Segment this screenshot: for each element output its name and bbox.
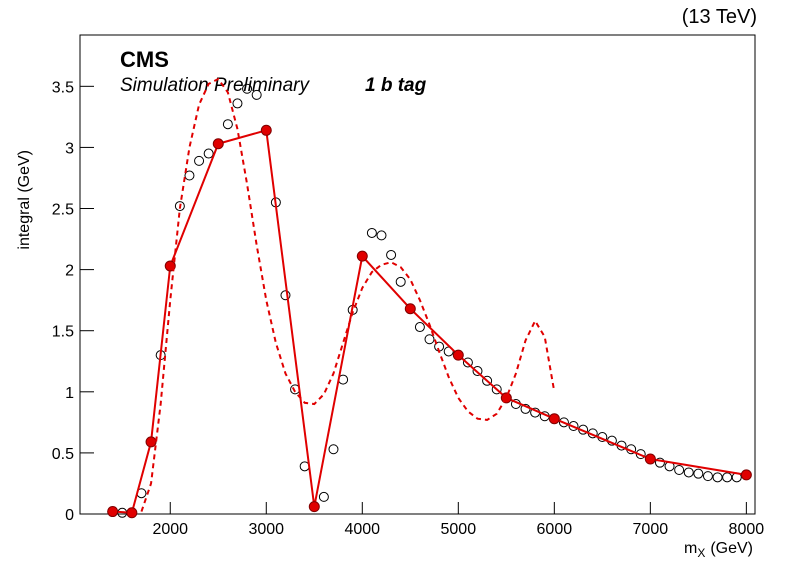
y-tick-label: 3 [65,140,74,157]
data-point [242,83,253,94]
data-point [194,155,205,166]
data-point [145,436,157,448]
data-point [462,357,473,368]
data-point [107,506,119,518]
x-label-sub: X [697,546,705,560]
x-tick-label: 4000 [344,521,380,538]
y-axis-label: integral (GeV) [16,150,33,250]
series-line [112,129,747,514]
data-point [558,417,569,428]
data-point [184,170,195,181]
data-point [702,471,713,482]
annotation: 1 b tag [365,75,427,96]
data-point [712,472,723,483]
data-point [674,465,685,476]
y-tick-label: 2 [65,263,74,280]
data-point [356,250,368,262]
data-point [386,249,397,260]
data-point [280,290,291,301]
y-tick-label: 0.5 [52,446,74,463]
data-point [404,303,416,315]
x-axis-label: mX (GeV) [684,540,753,560]
data-point [376,230,387,241]
data-point [693,468,704,479]
y-tick-label: 2.5 [52,202,74,219]
x-tick-label: 7000 [633,521,669,538]
data-point [174,201,185,212]
subtitle: Simulation Preliminary [120,75,311,96]
x-label-main: m [684,540,697,557]
data-point [452,349,464,361]
x-tick-label: 2000 [152,521,188,538]
data-point [395,276,406,287]
experiment-label: CMS [120,47,169,72]
data-point [232,98,243,109]
data-point [424,334,435,345]
data-point [260,124,272,136]
data-point [212,138,224,150]
y-tick-label: 1.5 [52,324,74,341]
data-point [722,472,733,483]
data-point [251,89,262,100]
data-point [568,421,579,432]
data-point [500,392,512,404]
data-point [491,384,502,395]
data-point [222,119,233,130]
data-point [482,375,493,386]
plot-frame [79,34,756,515]
x-tick-label: 6000 [537,521,573,538]
x-label-unit: (GeV) [710,540,753,557]
data-point [654,457,665,468]
data-point [548,413,560,425]
y-tick-label: 0 [65,507,74,524]
data-point [683,467,694,478]
series-line [140,77,556,512]
data-point [366,227,377,238]
y-tick-label: 3.5 [52,79,74,96]
data-point [414,322,425,333]
x-tick-label: 3000 [248,521,284,538]
data-point [203,148,214,159]
data-point [126,507,138,519]
y-tick-label: 1 [65,385,74,402]
data-point [318,491,329,502]
x-tick-label: 8000 [729,521,765,538]
data-point [740,469,752,481]
data-point [644,453,656,465]
data-point [308,501,320,513]
chart-title: (13 TeV) [682,6,757,28]
x-tick-label: 5000 [441,521,477,538]
data-point [328,444,339,455]
data-point [472,366,483,377]
